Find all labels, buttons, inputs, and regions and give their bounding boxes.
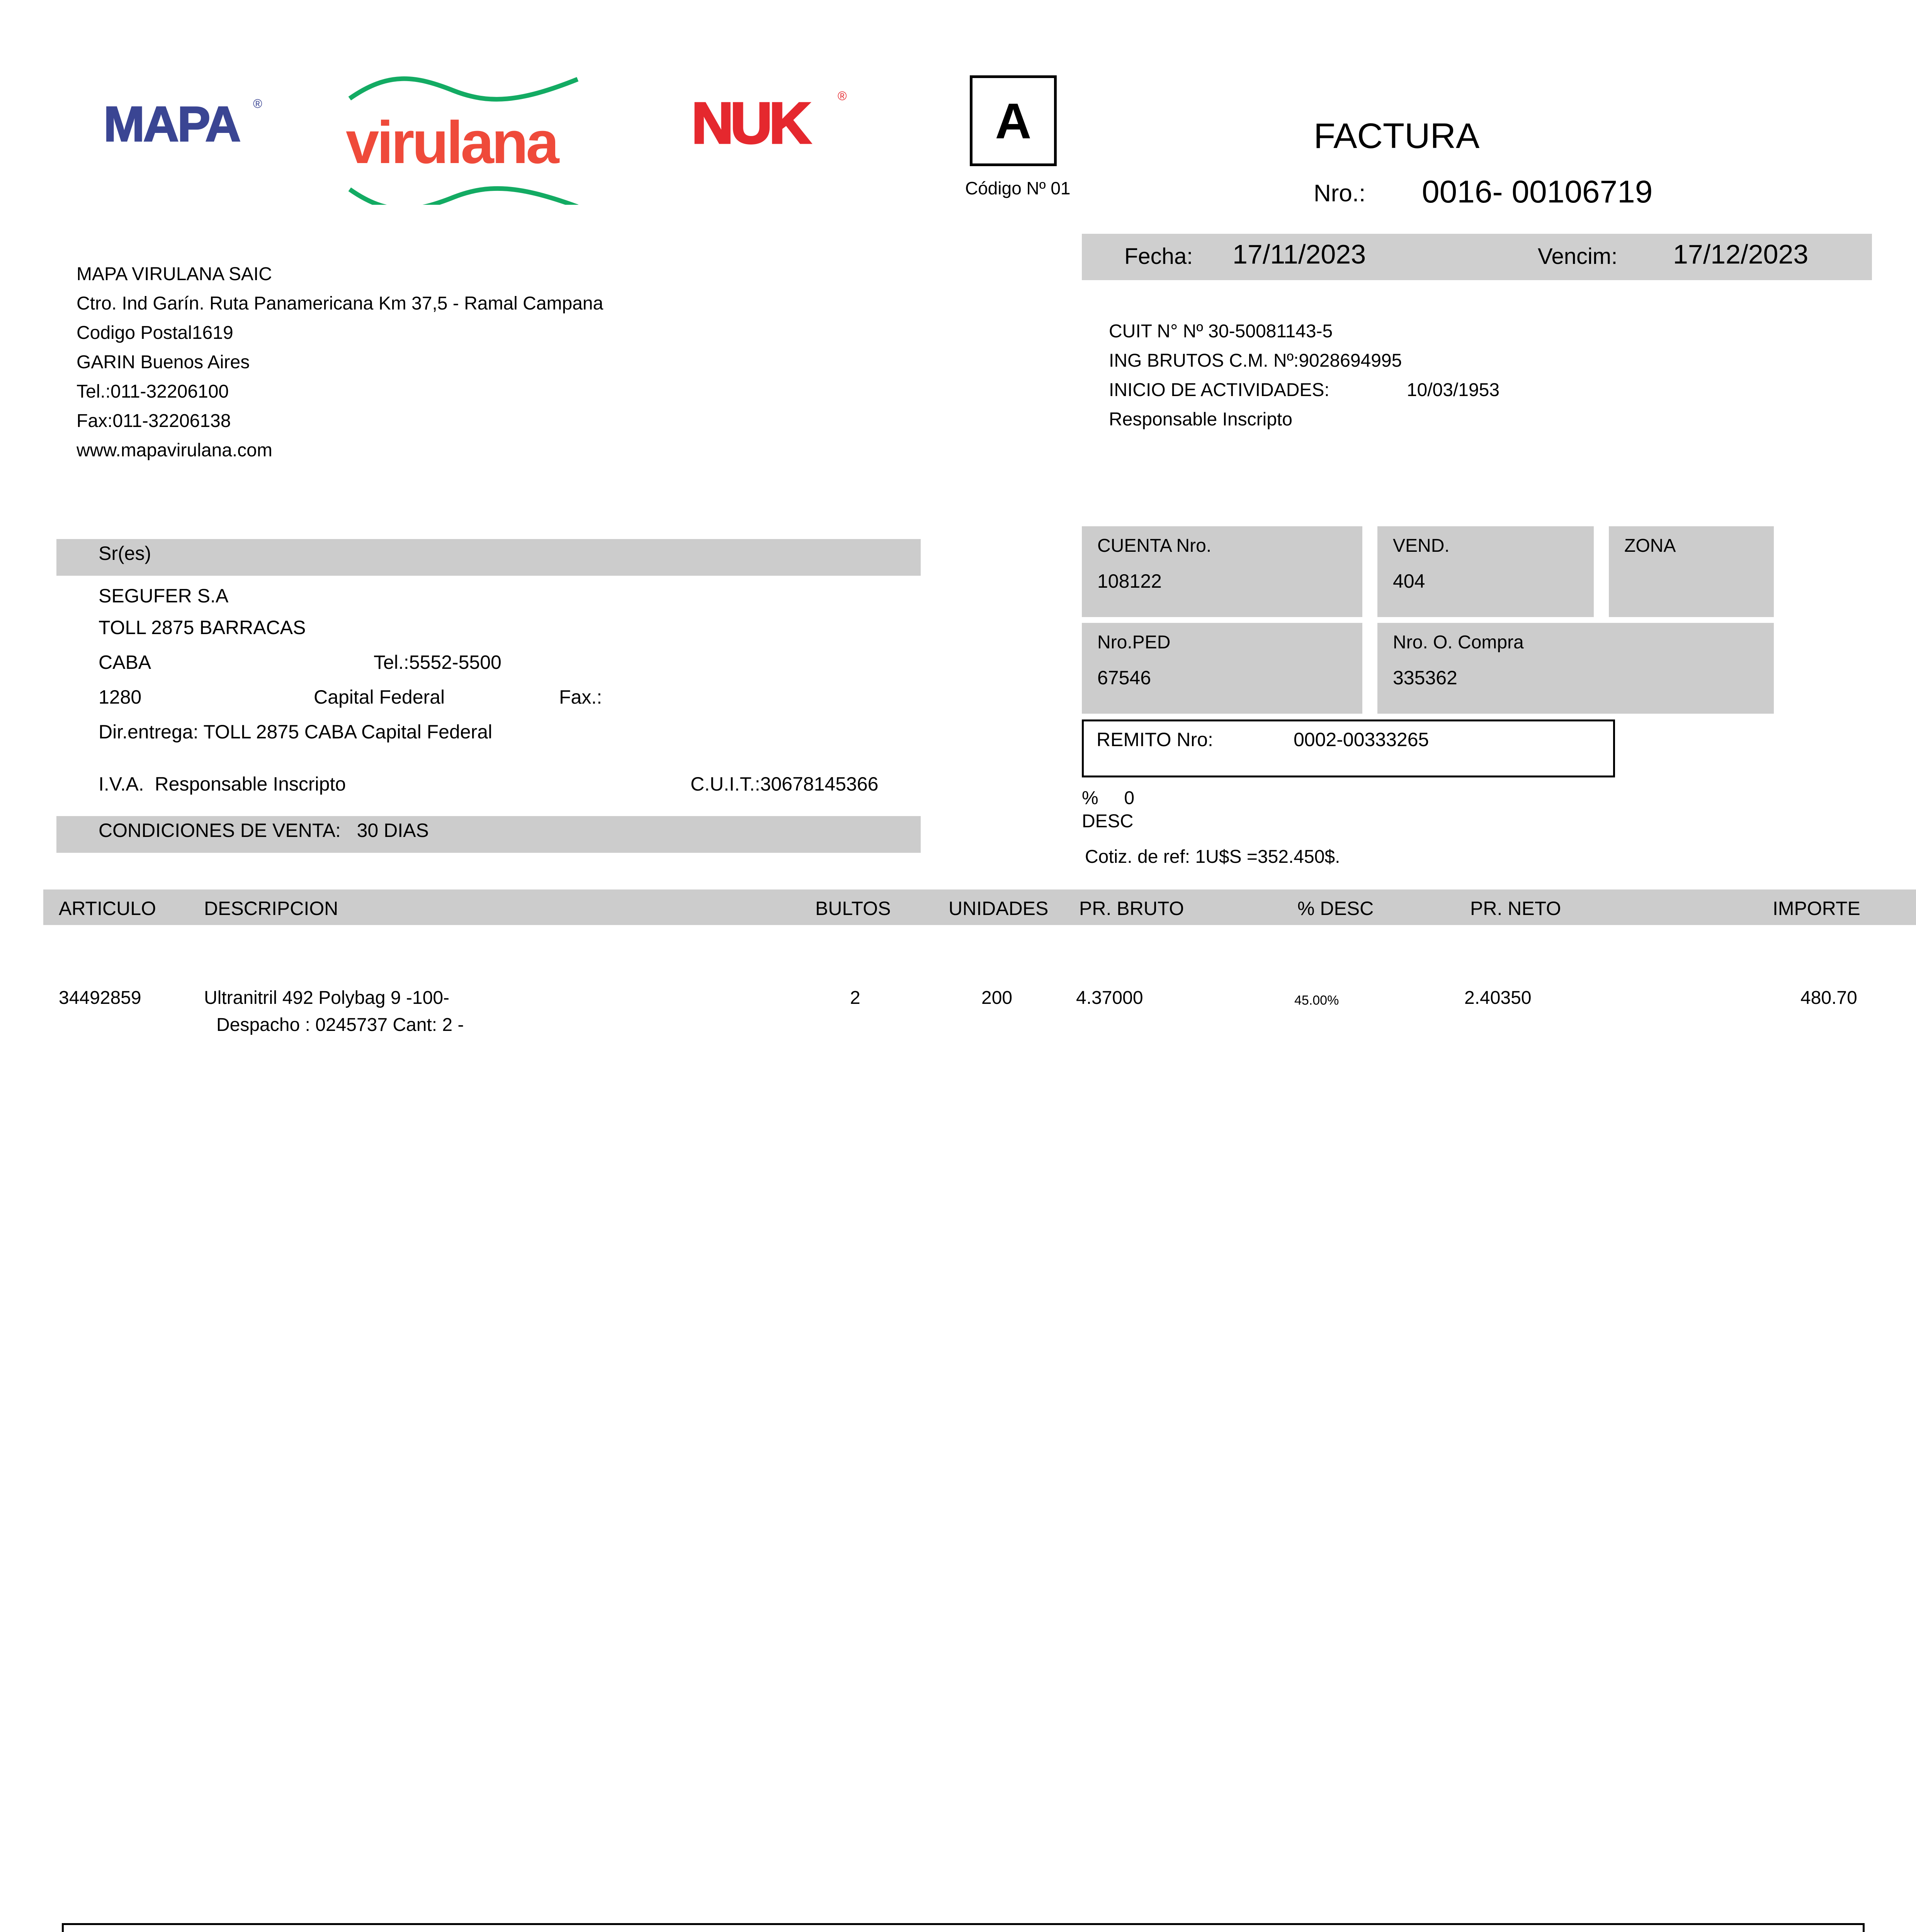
svg-text:virulana: virulana xyxy=(346,109,560,176)
